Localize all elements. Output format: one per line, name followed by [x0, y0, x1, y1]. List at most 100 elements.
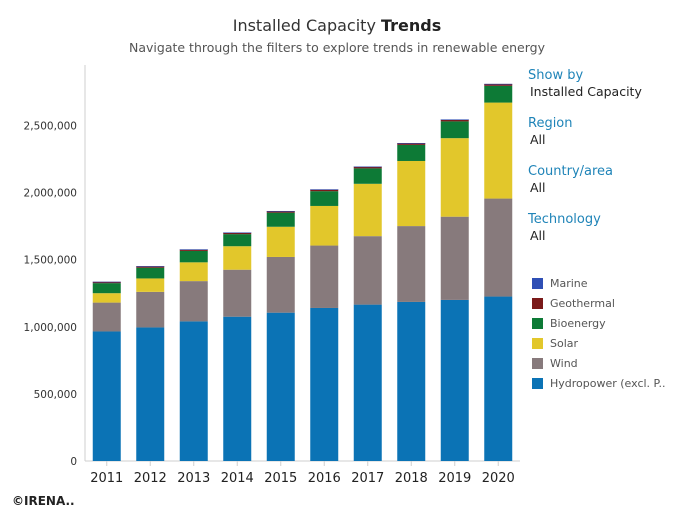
- bar-segment: [310, 307, 339, 461]
- legend-swatch-bioenergy: [532, 317, 543, 329]
- y-tick-label: 500,000: [34, 389, 77, 401]
- bar-segment: [440, 299, 469, 461]
- filter-technology[interactable]: Technology All: [528, 212, 674, 244]
- bar-segment: [484, 102, 513, 199]
- legend-item-solar[interactable]: Solar: [532, 333, 674, 353]
- y-tick-label: 2,500,000: [24, 120, 77, 132]
- legend-label-marine: Marine: [550, 276, 588, 290]
- title-bold: Trends: [381, 16, 442, 35]
- bar-segment: [92, 302, 121, 332]
- bar-segment: [440, 138, 469, 217]
- bar-segment: [266, 211, 295, 213]
- x-tick-label: 2018: [395, 471, 428, 486]
- bar-segment: [266, 210, 295, 212]
- legend-item-wind[interactable]: Wind: [532, 353, 674, 373]
- bar-segment: [92, 331, 121, 461]
- bar-segment: [92, 283, 121, 294]
- bar-segment: [223, 316, 252, 461]
- legend-item-geothermal[interactable]: Geothermal: [532, 293, 674, 313]
- filter-region[interactable]: Region All: [528, 116, 674, 148]
- bar-segment: [92, 281, 121, 284]
- legend-swatch-geothermal: [532, 297, 543, 309]
- x-tick-label: 2020: [482, 471, 515, 486]
- filter-technology-value[interactable]: All: [530, 228, 546, 243]
- bar-segment: [440, 216, 469, 300]
- x-tick-label: 2013: [177, 471, 210, 486]
- filter-region-label: Region: [528, 116, 573, 131]
- x-tick-label: 2015: [264, 471, 297, 486]
- bar-segment: [440, 119, 469, 121]
- bar-segment: [223, 246, 252, 270]
- bar-segment: [92, 281, 121, 283]
- bar-segment: [136, 278, 165, 292]
- legend-label-bioenergy: Bioenergy: [550, 316, 606, 330]
- bar-segment: [484, 83, 513, 85]
- bar-segment: [353, 166, 382, 169]
- filter-country-area[interactable]: Country/area All: [528, 164, 674, 196]
- bar-segment: [92, 293, 121, 303]
- bar-segment: [266, 212, 295, 227]
- filter-show-by-label: Show by: [528, 68, 584, 83]
- bar-segment: [266, 312, 295, 461]
- filter-country-area-label: Country/area: [528, 164, 614, 179]
- legend-label-geothermal: Geothermal: [550, 296, 615, 310]
- bar-segment: [179, 321, 208, 461]
- bar-segment: [397, 144, 426, 161]
- filter-show-by[interactable]: Show by Installed Capacity: [528, 68, 674, 100]
- bar-segment: [397, 160, 426, 227]
- copyright-text: ©IRENA..: [12, 494, 75, 508]
- bar-segment: [310, 245, 339, 308]
- x-tick-label: 2012: [134, 471, 167, 486]
- legend-swatch-wind: [532, 357, 543, 369]
- bar-segment: [223, 232, 252, 234]
- bar-segment: [310, 189, 339, 192]
- x-tick-label: 2014: [221, 471, 254, 486]
- filter-technology-label: Technology: [528, 212, 601, 227]
- bar-segment: [397, 143, 426, 144]
- legend-label-solar: Solar: [550, 336, 579, 350]
- x-tick-label: 2011: [90, 471, 123, 486]
- bar-segment: [179, 262, 208, 282]
- bar-segment: [440, 119, 469, 122]
- bar-segment: [310, 191, 339, 206]
- bar-segment: [136, 266, 165, 267]
- bar-segment: [310, 205, 339, 246]
- legend-item-bioenergy[interactable]: Bioenergy: [532, 313, 674, 333]
- legend-item-marine[interactable]: Marine: [532, 273, 674, 293]
- bar-segment: [353, 166, 382, 168]
- bar-segment: [179, 249, 208, 250]
- legend-label-wind: Wind: [550, 356, 578, 370]
- bar-segment: [353, 183, 382, 237]
- bar-segment: [223, 234, 252, 247]
- bar-segment: [484, 83, 513, 86]
- bar-segment: [397, 143, 426, 145]
- bar-segment: [484, 198, 513, 297]
- x-tick-label: 2017: [351, 471, 384, 486]
- bar-segment: [136, 291, 165, 328]
- bar-segment: [484, 296, 513, 461]
- bar-segment: [397, 226, 426, 302]
- x-tick-label: 2016: [308, 471, 341, 486]
- bar-segment: [136, 267, 165, 279]
- bar-segment: [353, 168, 382, 184]
- bar-segment: [179, 281, 208, 322]
- filter-region-value[interactable]: All: [530, 132, 546, 147]
- filter-country-area-value[interactable]: All: [530, 180, 546, 195]
- chart-legend: Marine Geothermal Bioenergy Solar Wind H…: [532, 273, 674, 393]
- x-tick-label: 2019: [438, 471, 471, 486]
- bar-segment: [440, 121, 469, 139]
- legend-swatch-marine: [532, 277, 543, 289]
- legend-swatch-solar: [532, 337, 543, 349]
- bar-segment: [266, 256, 295, 313]
- filter-show-by-value[interactable]: Installed Capacity: [530, 84, 642, 99]
- chart-title: Installed Capacity Trends: [0, 16, 674, 35]
- bar-segment: [136, 266, 165, 268]
- bar-segment: [310, 189, 339, 190]
- bar-segment: [353, 236, 382, 305]
- bar-segment: [179, 250, 208, 263]
- legend-item-hydropower[interactable]: Hydropower (excl. P..: [532, 373, 674, 393]
- bar-segment: [223, 232, 252, 235]
- y-tick-label: 1,000,000: [24, 322, 77, 334]
- bar-segment: [266, 226, 295, 257]
